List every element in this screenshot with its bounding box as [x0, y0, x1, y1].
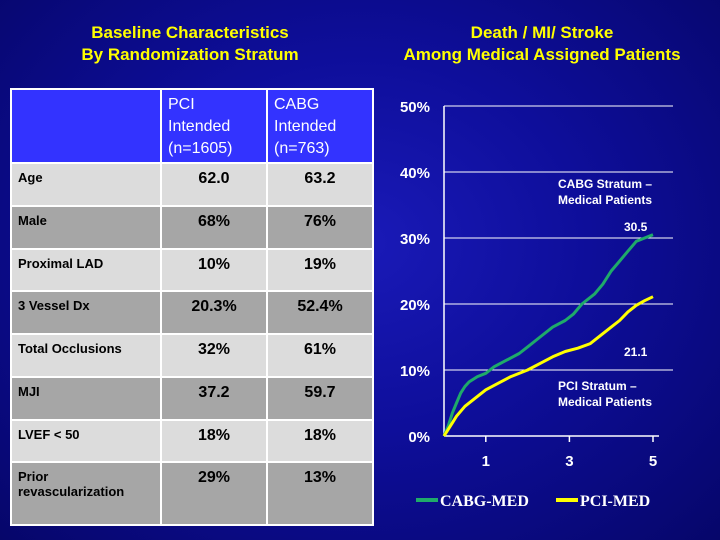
table-row: Proximal LAD 10% 19%: [10, 247, 374, 293]
row-label: MJI: [10, 375, 162, 421]
y-tick-label: 50%: [400, 99, 430, 116]
header-cabg-line-3: (n=763): [274, 140, 330, 157]
header-pci-line-2: Intended: [168, 118, 231, 135]
pci-stratum-label-1: PCI Stratum –: [558, 379, 637, 393]
y-tick-labels: 0% 10% 20% 30% 40% 50%: [400, 99, 430, 446]
cabg-value: 61%: [266, 333, 374, 378]
left-title-line-2: By Randomization Stratum: [81, 45, 299, 64]
pci-value: 62.0: [160, 162, 268, 207]
header-pci-line-1: PCI: [168, 96, 195, 113]
cabg-value: 19%: [266, 247, 374, 293]
baseline-table: PCI Intended (n=1605) CABG Intended (n=7…: [10, 88, 374, 526]
header-cabg-line-2: Intended: [274, 118, 337, 135]
y-tick-label: 0%: [408, 429, 430, 446]
cabg-value: 18%: [266, 418, 374, 464]
row-label: Male: [10, 204, 162, 250]
cabg-value: 76%: [266, 204, 374, 250]
row-label: Total Occlusions: [10, 333, 162, 378]
pci-value: 10%: [160, 247, 268, 293]
table-row: Prior revascularization 29% 13%: [10, 461, 374, 526]
pci-value: 29%: [160, 461, 268, 526]
table-row: 3 Vessel Dx 20.3% 52.4%: [10, 290, 374, 336]
cabg-stratum-label-1: CABG Stratum –: [558, 177, 652, 191]
pci-value: 20.3%: [160, 290, 268, 336]
x-tick-label: 1: [482, 453, 490, 470]
left-title-line-1: Baseline Characteristics: [91, 23, 289, 42]
outcome-chart: 0% 10% 20% 30% 40% 50% 1 3 5 CABG Stratum – Med…: [400, 99, 673, 510]
table-row: Age 62.0 63.2: [10, 162, 374, 207]
header-cabg: CABG Intended (n=763): [266, 88, 374, 164]
x-tick-label: 3: [565, 453, 573, 470]
table-header-row: PCI Intended (n=1605) CABG Intended (n=7…: [10, 88, 374, 164]
legend-pci-label: PCI-MED: [580, 493, 650, 510]
row-label: Age: [10, 162, 162, 207]
left-title: Baseline Characteristics By Randomizatio…: [20, 22, 360, 66]
series-lines: [442, 233, 654, 437]
cabg-value: 13%: [266, 461, 374, 526]
right-title-line-1: Death / MI/ Stroke: [470, 23, 614, 42]
cabg-value: 52.4%: [266, 290, 374, 336]
pci-med-series-line: [442, 295, 654, 437]
header-pci-line-3: (n=1605): [168, 140, 233, 157]
right-title: Death / MI/ Stroke Among Medical Assigne…: [372, 22, 712, 66]
table-row: LVEF < 50 18% 18%: [10, 418, 374, 464]
legend-cabg-label: CABG-MED: [440, 493, 529, 510]
table-row: MJI 37.2 59.7: [10, 375, 374, 421]
row-label: Prior revascularization: [10, 461, 162, 526]
x-tick-label: 5: [649, 453, 657, 470]
header-cabg-line-1: CABG: [274, 96, 320, 113]
y-tick-label: 20%: [400, 297, 430, 314]
right-title-line-2: Among Medical Assigned Patients: [403, 45, 681, 64]
y-tick-label: 40%: [400, 165, 430, 182]
pci-value: 68%: [160, 204, 268, 250]
header-pci: PCI Intended (n=1605): [160, 88, 268, 164]
grid-lines: [443, 105, 673, 437]
y-tick-label: 30%: [400, 231, 430, 248]
y-tick-label: 10%: [400, 363, 430, 380]
pci-value: 32%: [160, 333, 268, 378]
header-empty-cell: [10, 88, 162, 164]
pci-value: 37.2: [160, 375, 268, 421]
pci-stratum-label-2: Medical Patients: [558, 395, 652, 409]
row-label: 3 Vessel Dx: [10, 290, 162, 336]
cabg-end-value-label: 30.5: [624, 220, 648, 234]
table-row: Total Occlusions 32% 61%: [10, 333, 374, 378]
row-label: Proximal LAD: [10, 247, 162, 293]
pci-end-value-label: 21.1: [624, 345, 648, 359]
x-tick-labels: 1 3 5: [482, 436, 657, 470]
pci-value: 18%: [160, 418, 268, 464]
cabg-value: 63.2: [266, 162, 374, 207]
cabg-value: 59.7: [266, 375, 374, 421]
cabg-stratum-label-2: Medical Patients: [558, 193, 652, 207]
row-label: LVEF < 50: [10, 418, 162, 464]
legend: CABG-MED PCI-MED: [416, 493, 650, 510]
cabg-med-series-line: [442, 233, 654, 437]
table-row: Male 68% 76%: [10, 204, 374, 250]
